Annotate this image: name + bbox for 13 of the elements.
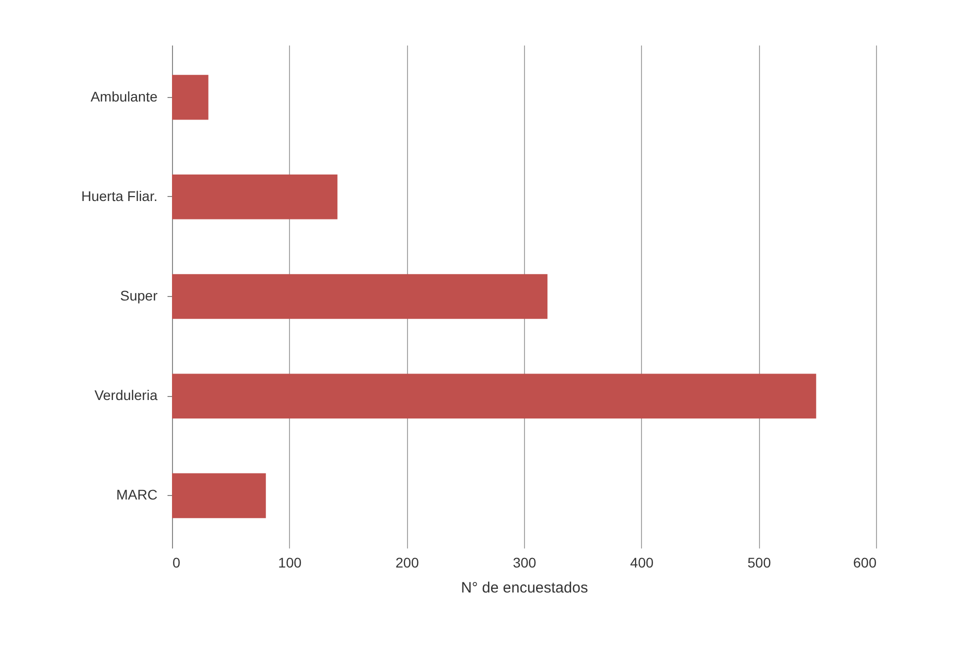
x-axis-title: N° de encuestados <box>461 580 588 596</box>
x-tick-label: 400 <box>630 554 654 570</box>
x-tick-label: 0 <box>172 554 180 570</box>
y-tick-label: Ambulante <box>90 88 158 104</box>
x-tick-label: 500 <box>747 554 772 570</box>
x-tick-label: 200 <box>395 554 420 570</box>
y-tick-label: Super <box>120 288 158 304</box>
y-tick-label: MARC <box>116 486 158 503</box>
x-tick-label: 100 <box>278 554 302 570</box>
x-tick-label: 600 <box>853 554 877 570</box>
y-tick-label: Verduleria <box>94 387 158 404</box>
y-tick-label: Huerta Fliar. <box>81 188 158 204</box>
x-tick-label: 300 <box>512 554 536 570</box>
